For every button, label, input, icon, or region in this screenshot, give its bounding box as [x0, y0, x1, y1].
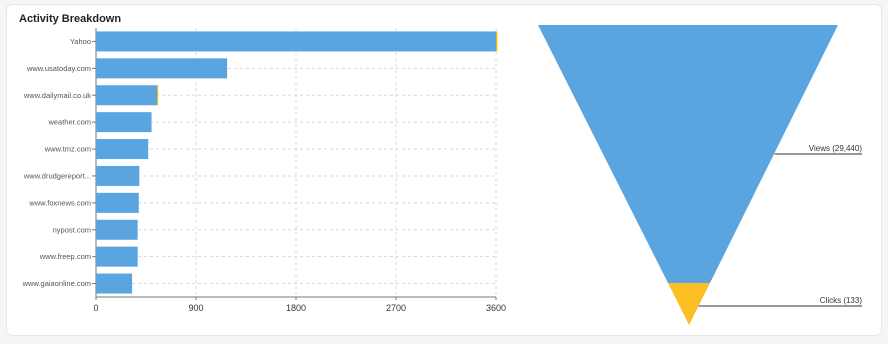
x-tick-label: 0 [93, 303, 98, 313]
card-title: Activity Breakdown [19, 13, 122, 25]
category-label: www.drudgereport... [23, 171, 91, 180]
funnel-stage-clicks [668, 283, 710, 325]
category-label: www.foxnews.com [28, 198, 91, 207]
bar [96, 112, 152, 133]
bar-segment [496, 31, 498, 52]
category-label: www.tmz.com [44, 145, 91, 154]
bar [96, 165, 140, 186]
bar [96, 58, 228, 79]
bar-segment [157, 85, 159, 106]
funnel-stage-views [538, 25, 838, 283]
funnel-chart: Views (29,440) Clicks (133) [538, 25, 862, 325]
bar [96, 139, 149, 160]
category-label: Yahoo [70, 37, 91, 46]
x-tick-label: 2700 [386, 303, 406, 313]
bar [96, 85, 158, 106]
category-label: www.freep.com [39, 252, 91, 261]
x-tick-label: 1800 [286, 303, 306, 313]
views-label: Views (29,440) [809, 144, 863, 153]
bar [96, 246, 138, 267]
x-tick-label: 3600 [486, 303, 506, 313]
clicks-label: Clicks (133) [820, 296, 863, 305]
x-tick-label: 900 [188, 303, 203, 313]
bar-chart: Yahoo www.usatoday.com www.dailymail.co.uk… [22, 28, 506, 313]
bar [96, 273, 133, 294]
bar [96, 31, 496, 52]
category-label: www.usatoday.com [26, 64, 91, 73]
category-label: nypost.com [53, 225, 91, 234]
bar [96, 192, 139, 213]
bar [96, 219, 138, 240]
category-label: www.dailymail.co.uk [23, 91, 91, 100]
category-label: www.gaiaonline.com [22, 279, 91, 288]
category-label: weather.com [47, 118, 91, 127]
